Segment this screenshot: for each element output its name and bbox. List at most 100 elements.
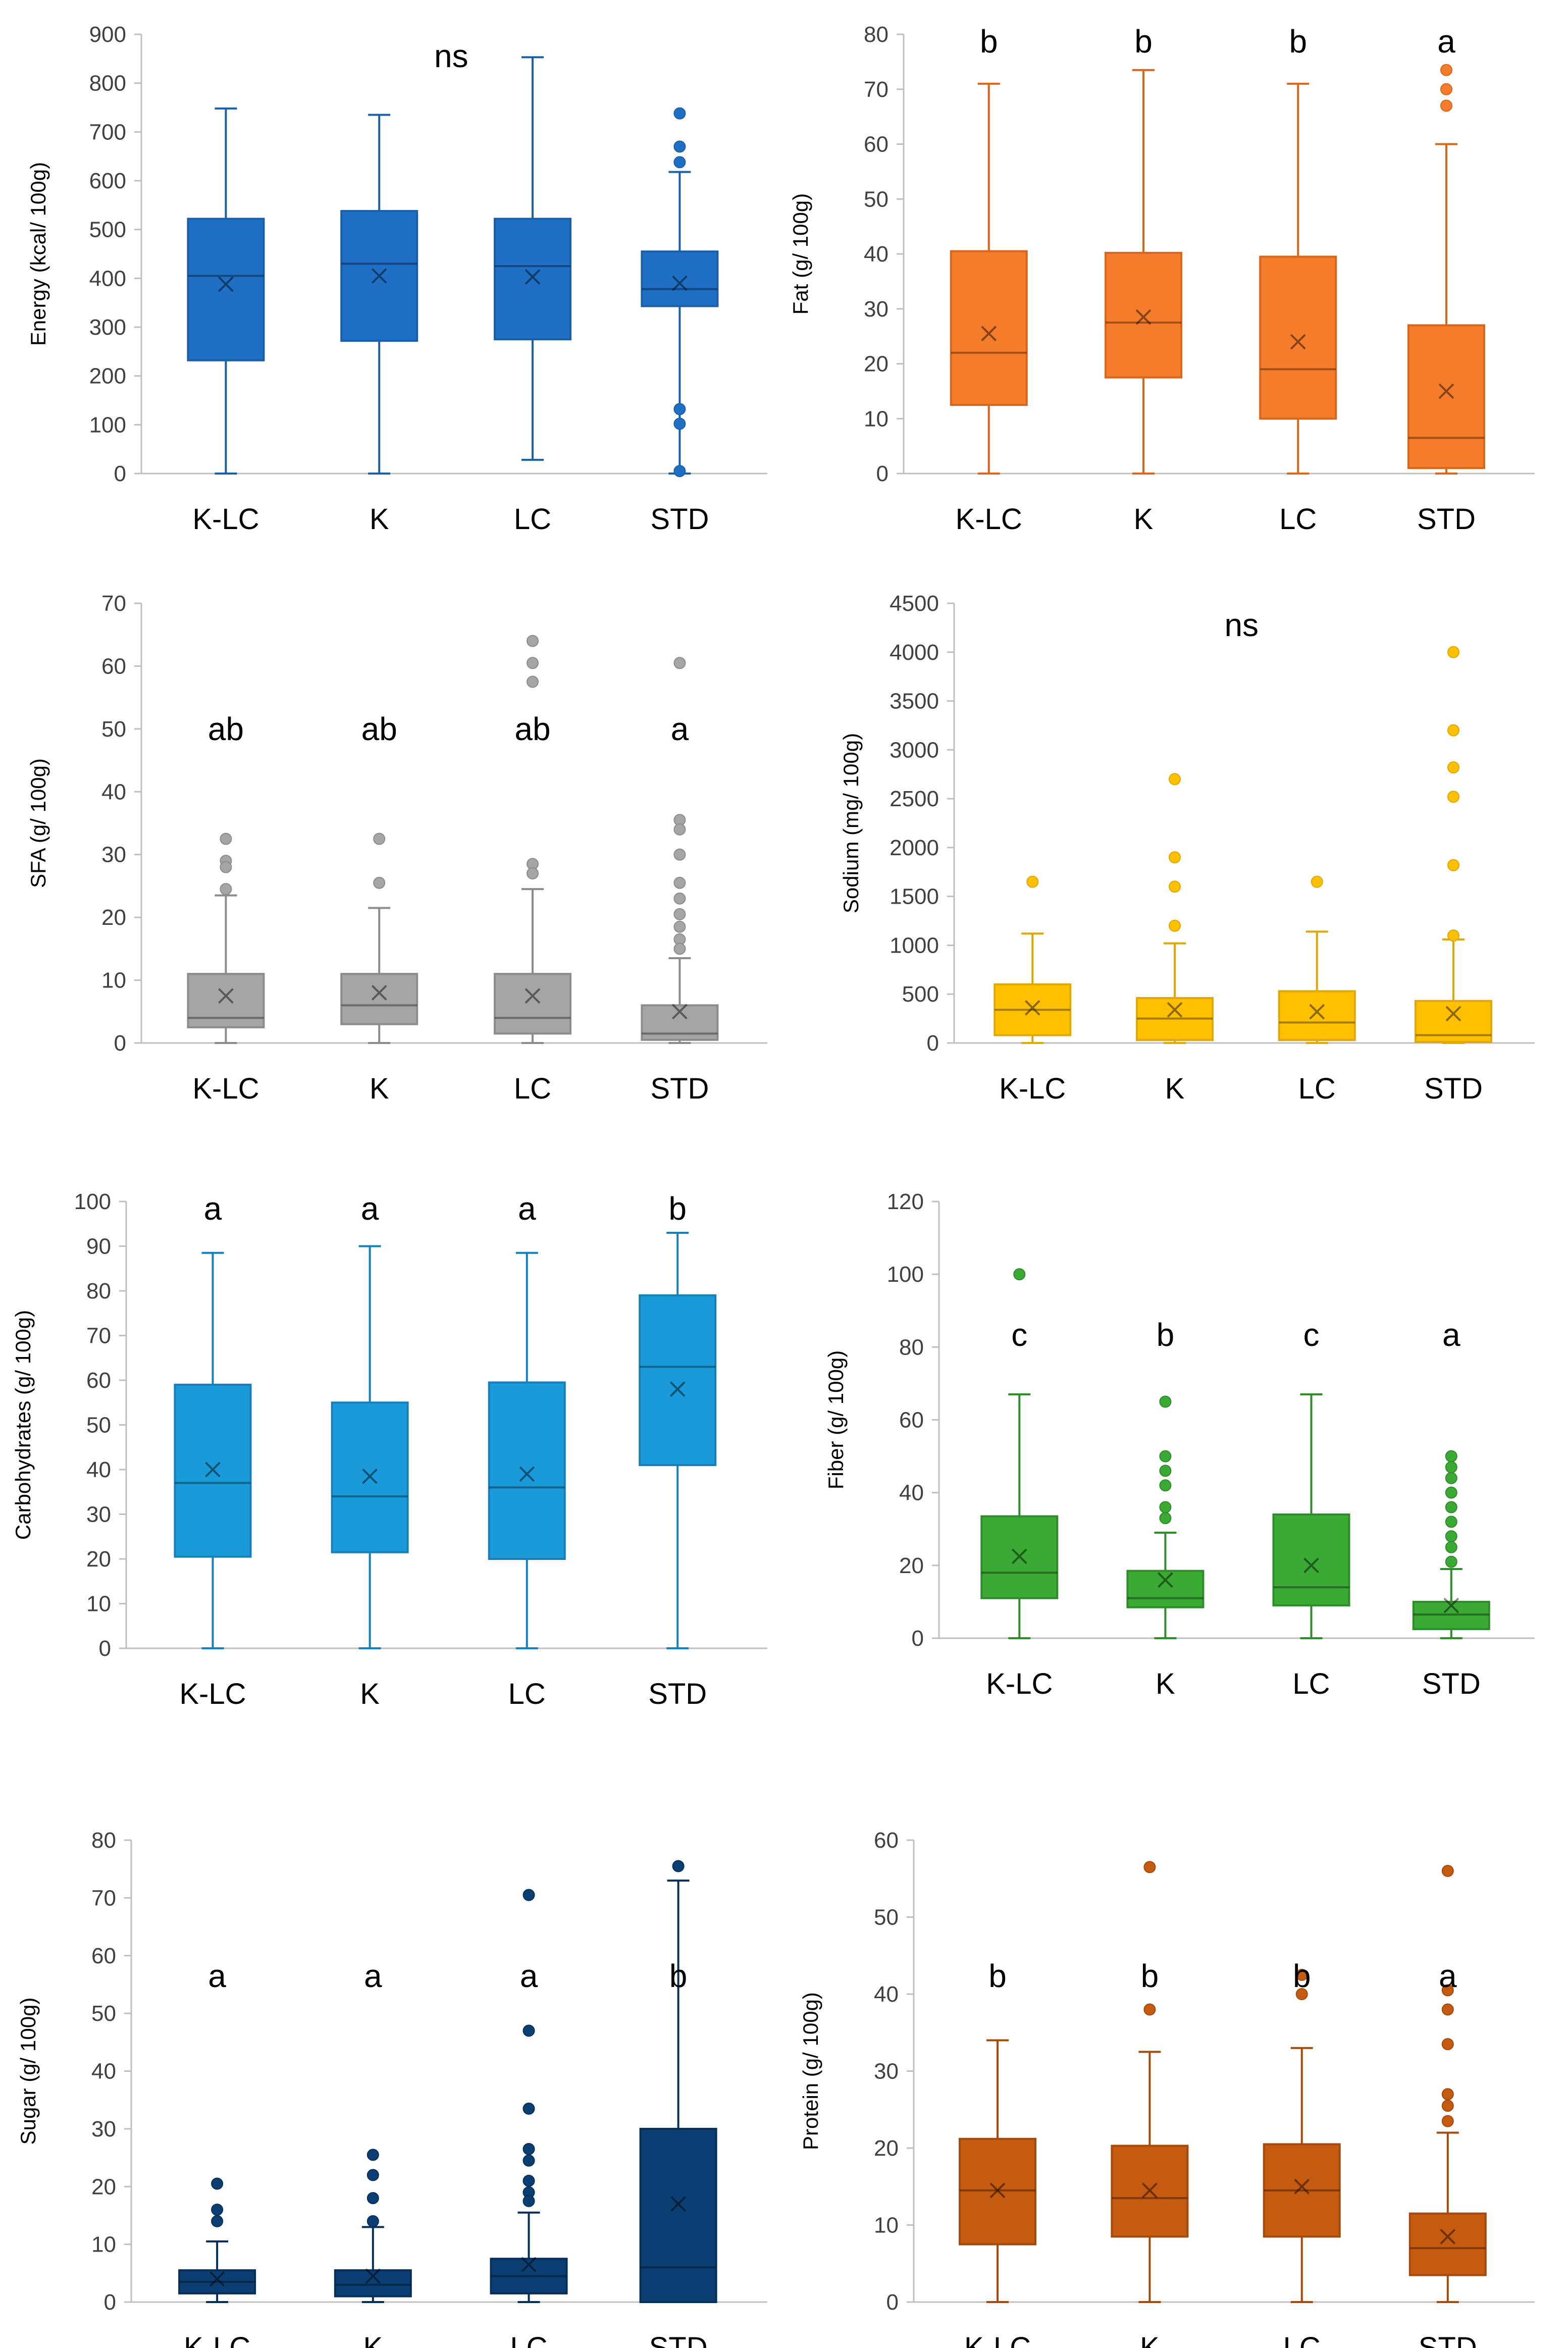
outlier-point: [522, 2174, 535, 2187]
mean-marker: [365, 2268, 381, 2284]
x-tick-label: K-LC: [964, 2331, 1031, 2348]
significance-letter: a: [364, 1958, 382, 1994]
outlier-point: [1441, 2088, 1454, 2101]
outlier-point: [1026, 875, 1039, 888]
significance-letter: a: [1442, 1317, 1460, 1353]
significance-letter: ab: [514, 711, 550, 747]
mean-marker: [1294, 2178, 1310, 2195]
outlier-point: [1311, 875, 1323, 888]
outlier-point: [1159, 1450, 1172, 1463]
y-tick-label: 0: [927, 1031, 939, 1056]
mean-marker: [1443, 1597, 1459, 1613]
box-k: bK: [1105, 23, 1182, 536]
box-k: ab K: [340, 711, 419, 1105]
x-tick-label: K-LC: [179, 1678, 246, 1710]
significance-letter: ab: [208, 711, 244, 747]
y-tick-label: 70: [91, 1886, 116, 1910]
significance-letter: a: [518, 1190, 536, 1227]
y-tick-label: 20: [91, 2174, 116, 2199]
x-tick-label: K: [1165, 1072, 1185, 1105]
iqr-box: [994, 983, 1072, 1036]
mean-marker: [1167, 1002, 1183, 1018]
y-tick-label: 900: [89, 22, 126, 47]
y-tick-label: 20: [86, 1547, 111, 1572]
outlier-point: [522, 2024, 535, 2037]
x-tick-label: STD: [650, 1072, 709, 1105]
y-tick-label: 1500: [890, 884, 939, 909]
y-tick-label: 10: [101, 968, 126, 993]
outlier-point: [220, 883, 232, 896]
box-lc: b LC: [1263, 1958, 1341, 2348]
box-k-lc: c K-LC: [980, 1268, 1059, 1700]
box-lc: a LC: [490, 1889, 568, 2348]
box-std: a STD: [1412, 1317, 1490, 1700]
outlier-point: [1159, 1395, 1172, 1408]
outlier-point: [1441, 2100, 1454, 2112]
y-tick-label: 400: [89, 266, 126, 291]
box-k-lc: a K-LC: [174, 1190, 252, 1710]
x-tick-label: K-LC: [956, 503, 1022, 536]
mean-marker: [371, 985, 387, 1001]
mean-marker: [1438, 383, 1454, 399]
y-tick-label: 80: [91, 1828, 116, 1853]
y-tick-label: 70: [101, 591, 126, 616]
outlier-point: [1445, 1541, 1457, 1553]
iqr-box: [187, 973, 265, 1028]
y-tick-label: 50: [874, 1905, 899, 1930]
significance-letter: b: [1293, 1958, 1311, 1994]
significance-letter: a: [204, 1190, 222, 1227]
x-tick-label: LC: [514, 1072, 551, 1105]
box-std: STD: [1415, 646, 1492, 1105]
y-tick-label: 100: [887, 1262, 924, 1287]
y-tick-label: 600: [89, 169, 126, 193]
outlier-point: [1447, 646, 1459, 658]
y-tick-label: 0: [912, 1626, 924, 1651]
mean-marker: [669, 1381, 686, 1397]
box-k-lc: K-LC: [994, 875, 1072, 1105]
y-tick-label: 20: [899, 1553, 924, 1578]
outlier-point: [367, 2149, 379, 2161]
y-tick-label: 40: [101, 779, 126, 804]
y-tick-label: 20: [864, 352, 888, 377]
iqr-box: [639, 1294, 717, 1467]
outlier-point: [1441, 1984, 1454, 1997]
x-tick-label: STD: [1417, 503, 1476, 536]
outlier-point: [220, 861, 232, 873]
iqr-box: [1136, 997, 1214, 1041]
box-k: K: [340, 114, 419, 536]
box-lc: b LC: [1259, 23, 1337, 536]
iqr-box: [1415, 1000, 1492, 1043]
significance-letter: c: [1303, 1317, 1320, 1353]
outlier-point: [1445, 1555, 1457, 1568]
outlier-point: [673, 848, 686, 861]
x-tick-label: STD: [1419, 2331, 1477, 2348]
mean-marker: [981, 326, 997, 342]
significance-letter: b: [1157, 1317, 1175, 1353]
x-tick-label: LC: [1298, 1072, 1336, 1105]
outlier-point: [673, 465, 686, 478]
y-tick-label: 80: [86, 1279, 111, 1303]
iqr-box: [950, 250, 1028, 406]
y-tick-label: 80: [864, 22, 888, 47]
box-std: a STD: [1407, 23, 1485, 536]
outlier-point: [1441, 2038, 1454, 2051]
y-tick-label: 30: [864, 297, 888, 322]
box-std: b STD: [639, 1190, 717, 1710]
outlier-point: [1169, 851, 1181, 864]
outlier-point: [1447, 929, 1459, 942]
y-tick-label: 3500: [890, 689, 939, 714]
y-tick-label: 40: [899, 1481, 924, 1505]
mean-marker: [519, 1466, 535, 1482]
y-tick-label: 30: [874, 2059, 899, 2084]
x-tick-label: STD: [1424, 1072, 1483, 1105]
iqr-box: [1259, 255, 1337, 420]
outlier-point: [1445, 1450, 1457, 1463]
outlier-point: [1143, 1861, 1156, 1873]
y-axis-title: Energy (kcal/ 100g): [26, 162, 50, 346]
y-tick-label: 300: [89, 315, 126, 340]
y-tick-label: 500: [89, 218, 126, 242]
outlier-point: [673, 876, 686, 889]
outlier-point: [1159, 1479, 1172, 1492]
y-tick-label: 800: [89, 71, 126, 96]
